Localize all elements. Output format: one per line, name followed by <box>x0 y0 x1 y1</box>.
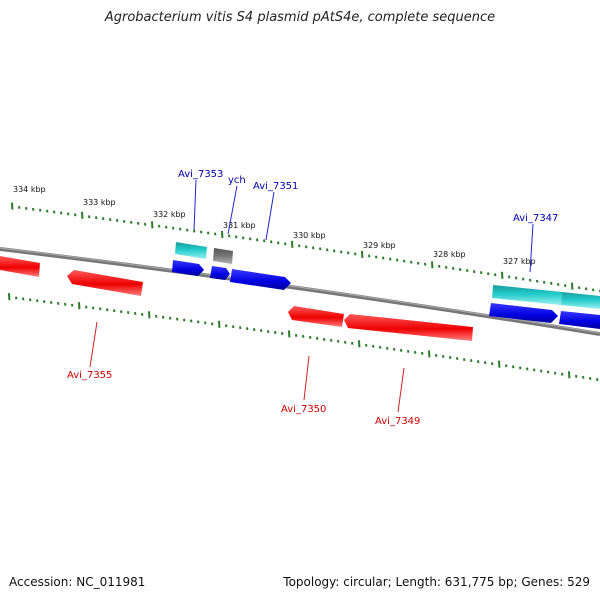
tick-label-330: 330 kbp <box>293 231 326 240</box>
rna-gene-feature[interactable] <box>175 242 207 259</box>
gene-label-avi-7347[interactable]: Avi_7347 <box>513 213 558 224</box>
reverse-gene[interactable] <box>0 256 40 277</box>
gene-label-avi-7355[interactable]: Avi_7355 <box>67 370 112 381</box>
outer-tick-ruler <box>11 202 600 293</box>
gene-label-avi-7351[interactable]: Avi_7351 <box>253 181 298 192</box>
tick-label-332: 332 kbp <box>153 210 186 219</box>
forward-gene[interactable] <box>230 269 291 290</box>
accession-text: Accession: NC_011981 <box>9 575 146 589</box>
gene-label-avi-7350[interactable]: Avi_7350 <box>281 404 326 415</box>
map-title: Agrobacterium vitis S4 plasmid pAtS4e, c… <box>104 10 496 25</box>
tick-label-331: 331 kbp <box>223 221 256 230</box>
tick-label-328: 328 kbp <box>433 250 466 259</box>
forward-gene[interactable] <box>489 303 558 323</box>
sequence-backbone <box>0 247 600 336</box>
tick-label-329: 329 kbp <box>363 241 396 250</box>
reverse-gene[interactable] <box>288 306 344 327</box>
tick-label-327: 327 kbp <box>503 257 536 266</box>
other-feature-ych[interactable] <box>213 248 233 264</box>
rna-gene-feature[interactable] <box>561 292 600 309</box>
forward-gene[interactable] <box>559 311 600 329</box>
tick-label-334: 334 kbp <box>13 185 46 194</box>
rna-gene-feature[interactable] <box>492 285 562 305</box>
gene-label-avi-7353[interactable]: Avi_7353 <box>178 169 223 180</box>
forward-gene[interactable] <box>210 266 230 280</box>
topology-summary: Topology: circular; Length: 631,775 bp; … <box>283 575 590 589</box>
reverse-gene[interactable] <box>344 314 473 341</box>
reverse-gene[interactable] <box>67 270 143 296</box>
tick-label-333: 333 kbp <box>83 198 116 207</box>
forward-gene[interactable] <box>172 260 204 276</box>
gene-label-avi-7349[interactable]: Avi_7349 <box>375 416 420 427</box>
gene-label-ych[interactable]: ych <box>228 175 246 186</box>
inner-tick-ruler <box>8 293 599 381</box>
